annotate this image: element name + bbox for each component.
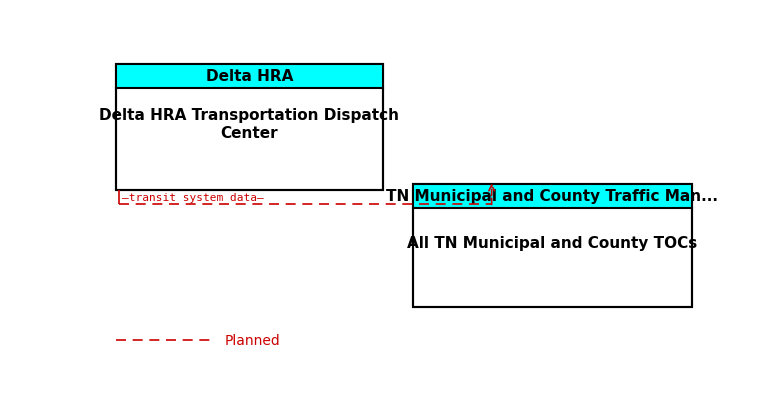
Text: Delta HRA Transportation Dispatch
Center: Delta HRA Transportation Dispatch Center <box>99 108 400 140</box>
Bar <box>413 184 692 307</box>
Bar <box>116 65 382 191</box>
Text: TN Municipal and County Traffic Man...: TN Municipal and County Traffic Man... <box>386 189 719 204</box>
Bar <box>413 184 692 208</box>
Text: Planned: Planned <box>225 333 281 347</box>
Text: Delta HRA: Delta HRA <box>206 69 293 84</box>
Bar <box>116 65 382 191</box>
Bar <box>413 184 692 307</box>
Text: All TN Municipal and County TOCs: All TN Municipal and County TOCs <box>407 235 698 250</box>
Bar <box>116 65 382 88</box>
Text: –transit system data–: –transit system data– <box>122 192 264 202</box>
